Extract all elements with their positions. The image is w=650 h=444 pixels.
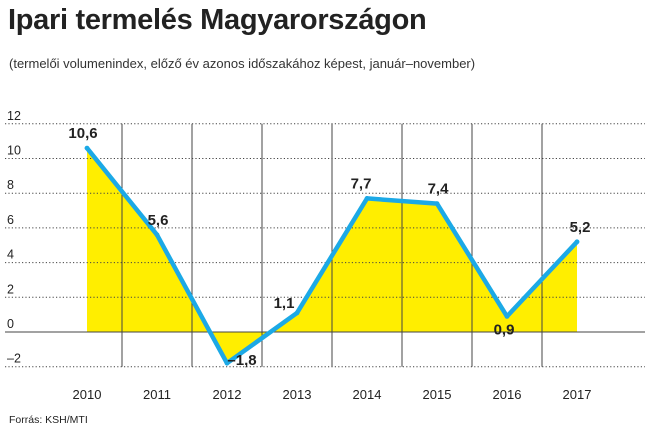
- data-point: [434, 201, 440, 207]
- series-line-layer: [84, 145, 580, 366]
- data-point: [364, 196, 370, 201]
- data-point: [154, 232, 160, 238]
- x-tick-label: 2016: [493, 387, 522, 402]
- data-label: 0,9: [494, 321, 515, 338]
- y-tick-label: 2: [7, 282, 14, 296]
- data-point: [84, 145, 90, 151]
- data-point: [504, 313, 510, 319]
- label-layer: 12 10 8 6 4 2 0 –2 10,6 5,6 –1,8 1,1 7,7 7,4 0,9 5,2 201…: [7, 109, 591, 402]
- data-label: 7,7: [351, 175, 372, 192]
- chart-subtitle: (termelői volumenindex, előző év azonos …: [9, 56, 476, 71]
- grid-layer: [5, 123, 645, 368]
- y-tick-label: 4: [7, 248, 14, 262]
- data-point: [294, 310, 300, 316]
- y-tick-label: 0: [7, 317, 14, 331]
- x-tick-label: 2010: [73, 387, 102, 402]
- x-tick-label: 2012: [213, 387, 242, 402]
- series-line: [84, 145, 580, 366]
- data-label: 5,2: [570, 219, 591, 236]
- data-label: 1,1: [274, 295, 295, 312]
- data-label: 7,4: [428, 181, 450, 198]
- y-tick-label: 8: [7, 178, 14, 192]
- y-tick-label: 12: [7, 109, 21, 123]
- y-tick-label: –2: [7, 352, 21, 366]
- x-tick-label: 2014: [353, 387, 382, 402]
- source-note: Forrás: KSH/MTI: [9, 414, 88, 426]
- chart-title: Ipari termelés Magyarországon: [8, 4, 427, 36]
- data-point: [574, 239, 580, 245]
- data-label: 5,6: [148, 212, 169, 229]
- y-tick-label: 10: [7, 144, 21, 158]
- x-tick-label: 2013: [283, 387, 312, 402]
- data-label: –1,8: [227, 352, 256, 369]
- x-tick-label: 2017: [563, 387, 592, 402]
- x-tick-label: 2011: [143, 387, 171, 402]
- y-tick-label: 6: [7, 213, 14, 227]
- x-tick-label: 2015: [423, 387, 452, 402]
- data-label: 10,6: [68, 125, 97, 142]
- data-point: [224, 360, 230, 366]
